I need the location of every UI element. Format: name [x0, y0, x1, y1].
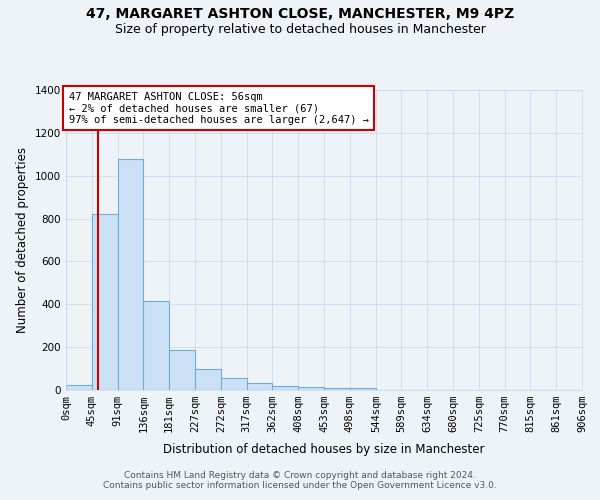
Bar: [195, 368, 221, 390]
Bar: [92, 214, 118, 390]
Bar: [272, 386, 298, 390]
Bar: [169, 350, 195, 390]
Bar: [143, 301, 169, 390]
Text: Size of property relative to detached houses in Manchester: Size of property relative to detached ho…: [115, 22, 485, 36]
Bar: [221, 378, 247, 390]
Bar: [324, 388, 350, 390]
Bar: [247, 382, 272, 390]
Text: Contains HM Land Registry data © Crown copyright and database right 2024.
Contai: Contains HM Land Registry data © Crown c…: [103, 470, 497, 490]
Bar: [350, 388, 376, 390]
Bar: [66, 384, 92, 390]
Text: 47 MARGARET ASHTON CLOSE: 56sqm
← 2% of detached houses are smaller (67)
97% of : 47 MARGARET ASHTON CLOSE: 56sqm ← 2% of …: [68, 92, 368, 124]
Text: Distribution of detached houses by size in Manchester: Distribution of detached houses by size …: [163, 442, 485, 456]
Text: 47, MARGARET ASHTON CLOSE, MANCHESTER, M9 4PZ: 47, MARGARET ASHTON CLOSE, MANCHESTER, M…: [86, 8, 514, 22]
Y-axis label: Number of detached properties: Number of detached properties: [16, 147, 29, 333]
Bar: [298, 387, 324, 390]
Bar: [118, 158, 143, 390]
